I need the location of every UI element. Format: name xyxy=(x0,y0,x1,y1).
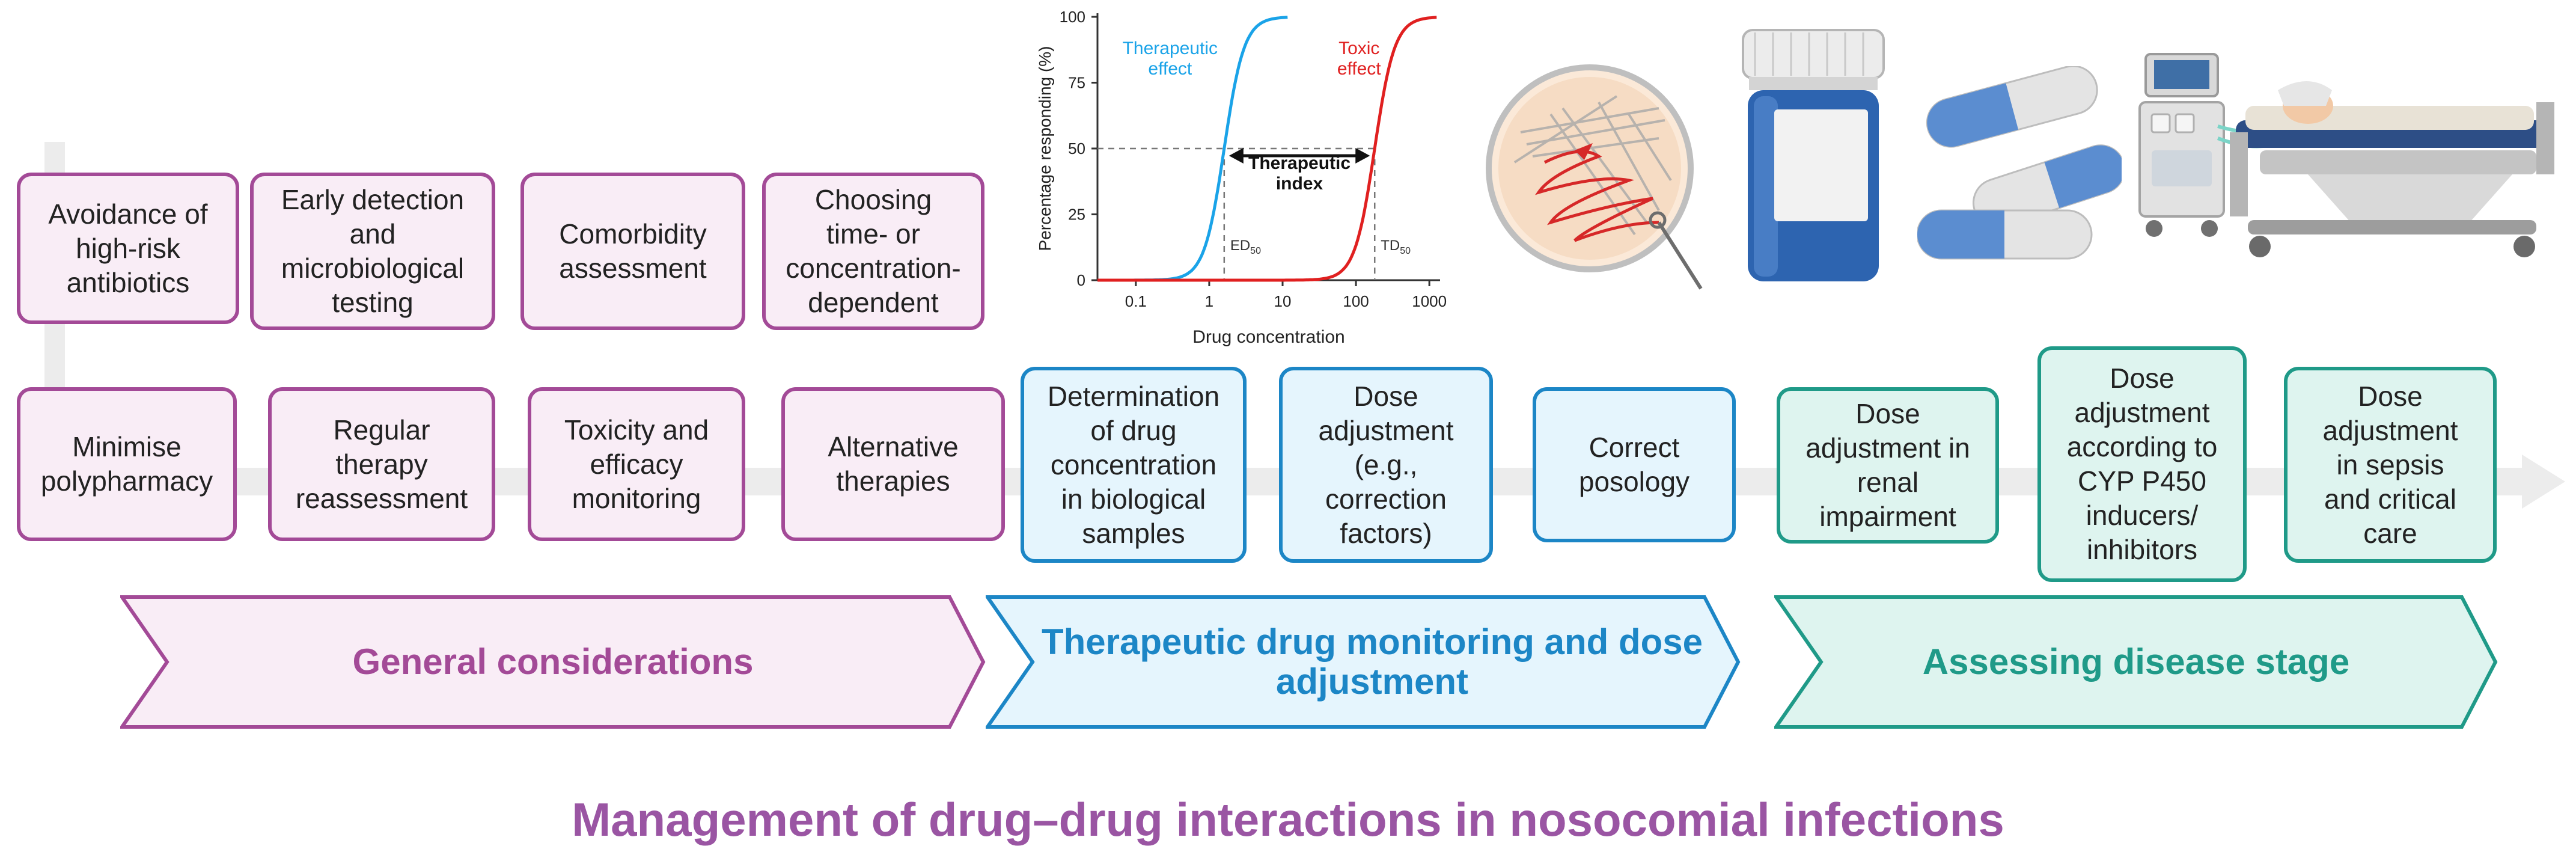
x-tick-label: 0.1 xyxy=(1125,292,1147,310)
series-label: effect xyxy=(1148,59,1192,79)
comorbidity-assessment-box: Comorbidity assessment xyxy=(520,173,745,330)
avoid-high-risk-antibiotics-box: Avoidance of high-risk antibiotics xyxy=(17,173,239,324)
timeline-arrowhead xyxy=(2522,455,2565,509)
renal-impairment-box: Dose adjustment in renal impairment xyxy=(1777,387,1999,544)
x-axis-label: Drug concentration xyxy=(1192,327,1344,347)
icu-patient-bed-icon xyxy=(2138,53,2554,257)
series-label: Therapeutic xyxy=(1123,38,1218,58)
x-tick-label: 1 xyxy=(1205,292,1213,310)
series-label: Toxic xyxy=(1338,38,1379,58)
minimise-polypharmacy-box: Minimise polypharmacy xyxy=(17,387,237,541)
x-tick-label: 10 xyxy=(1274,292,1292,310)
stage-disease: Assessing disease stage xyxy=(1774,595,2498,729)
capsule-icon xyxy=(1917,66,2122,260)
stage-disease-label: Assessing disease stage xyxy=(1922,642,2350,682)
stage-tdm: Therapeutic drug monitoring and dose adj… xyxy=(986,595,1741,729)
therapeutic-index-label: index xyxy=(1276,174,1323,194)
stage-tdm-label: Therapeutic drug monitoring and dose adj… xyxy=(1041,622,1703,702)
arrowhead-right xyxy=(1355,148,1370,164)
y-axis-label: Percentage responding (%) xyxy=(1036,46,1054,251)
x-tick-label: 100 xyxy=(1343,292,1369,310)
marker-label: ED50 xyxy=(1230,237,1261,256)
series-curve-1 xyxy=(1097,16,1437,282)
stage-general-considerations: General considerations xyxy=(120,595,986,729)
alternative-therapies-box: Alternative therapies xyxy=(781,387,1005,541)
drug-concentration-determination-box: Determination of drug concentration in b… xyxy=(1021,367,1247,563)
y-tick-label: 25 xyxy=(1068,206,1085,224)
y-tick-label: 75 xyxy=(1068,74,1085,92)
early-detection-box: Early detection and microbiological test… xyxy=(250,173,495,330)
y-tick-label: 0 xyxy=(1077,271,1085,289)
petri-dish-icon xyxy=(1486,64,1703,290)
pill-bottle-icon xyxy=(1742,29,1885,281)
dose-adjustment-correction-box: Dose adjustment (e.g., correction factor… xyxy=(1279,367,1493,563)
sepsis-critical-care-box: Dose adjustment in sepsis and critical c… xyxy=(2284,367,2497,563)
y-tick-label: 100 xyxy=(1060,8,1085,26)
series-label: effect xyxy=(1337,59,1381,79)
marker-label: TD50 xyxy=(1381,237,1411,256)
regular-therapy-reassessment-box: Regular therapy reassessment xyxy=(268,387,495,541)
time-concentration-dependent-box: Choosing time- or concentration- depende… xyxy=(762,173,984,330)
page-title: Management of drug–drug interactions in … xyxy=(572,793,2004,846)
x-tick-label: 1000 xyxy=(1412,292,1447,310)
arrowhead-left xyxy=(1228,148,1244,164)
y-tick-label: 50 xyxy=(1068,139,1085,158)
stage-general-label: General considerations xyxy=(352,642,754,682)
toxicity-efficacy-monitoring-box: Toxicity and efficacy monitoring xyxy=(528,387,745,541)
therapeutic-index-label: Therapeutic xyxy=(1248,153,1351,173)
correct-posology-box: Correct posology xyxy=(1533,387,1736,542)
cyp450-box: Dose adjustment according to CYP P450 in… xyxy=(2037,346,2247,582)
dose-response-chart: 0 25 50 75 100 0.1 1 10 100 1000 Drug concentratio… xyxy=(1036,8,1447,347)
